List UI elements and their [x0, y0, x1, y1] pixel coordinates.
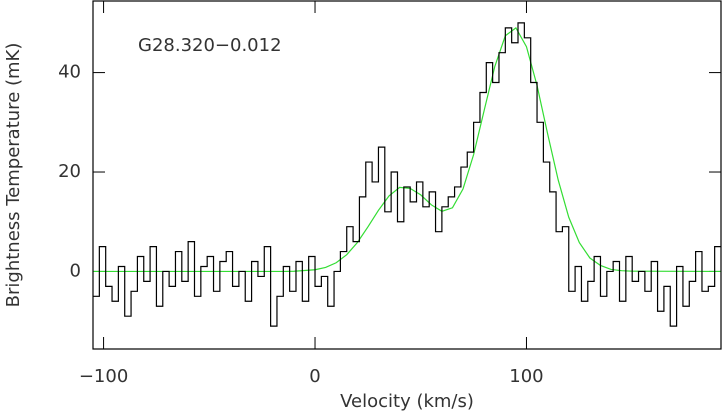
- x-tick-label: 100: [509, 366, 543, 387]
- x-axis-label: Velocity (km/s): [340, 391, 474, 412]
- fit-curve: [93, 26, 721, 273]
- x-tick-label: 0: [309, 366, 320, 387]
- x-tick-label: −100: [79, 366, 128, 387]
- spectrum: [93, 22, 721, 327]
- plot-frame: [92, 0, 722, 350]
- source-label: G28.320−0.012: [138, 35, 282, 56]
- y-tick-label: 40: [58, 62, 81, 83]
- y-tick-label: 20: [58, 161, 81, 182]
- y-tick-label: 0: [70, 260, 81, 281]
- y-axis-label: Brightness Temperature (mK): [3, 43, 24, 308]
